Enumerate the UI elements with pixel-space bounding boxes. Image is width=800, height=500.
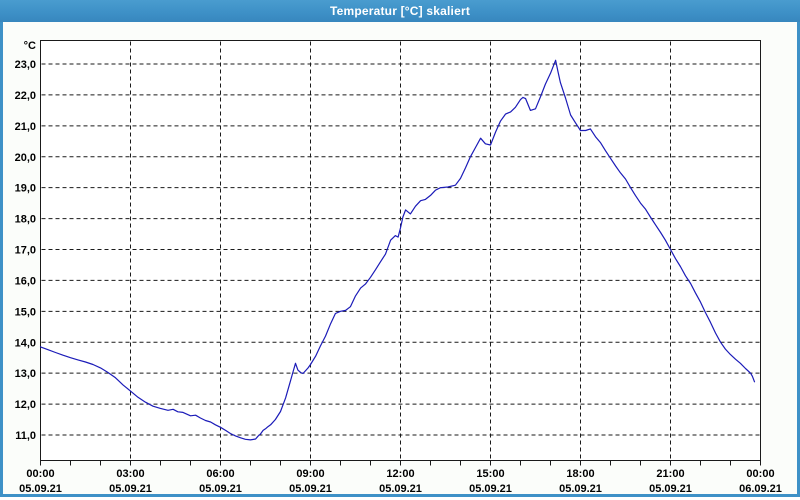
x-date-label: 05.09.21 xyxy=(379,483,422,495)
y-tick-label: 18,0 xyxy=(15,214,36,226)
x-date-label: 06.09.21 xyxy=(739,483,782,495)
y-tick-label: 17,0 xyxy=(15,245,36,257)
y-tick-label: 19,0 xyxy=(15,183,36,195)
x-time-label: 21:00 xyxy=(656,468,684,480)
y-tick-label: 22,0 xyxy=(15,90,36,102)
y-tick-label: 15,0 xyxy=(15,306,36,318)
y-tick-label: 12,0 xyxy=(15,399,36,411)
y-tick-label: 20,0 xyxy=(15,152,36,164)
x-date-label: 05.09.21 xyxy=(199,483,242,495)
plot-background xyxy=(40,40,761,461)
x-date-label: 05.09.21 xyxy=(109,483,152,495)
x-date-label: 05.09.21 xyxy=(19,483,62,495)
y-tick-label: 11,0 xyxy=(15,430,36,442)
window-titlebar[interactable]: Temperatur [°C] skaliert xyxy=(0,0,800,22)
y-tick-label: 21,0 xyxy=(15,121,36,133)
y-tick-label: 13,0 xyxy=(15,368,36,380)
window-title: Temperatur [°C] skaliert xyxy=(329,4,471,18)
y-tick-label: 14,0 xyxy=(15,337,36,349)
x-time-label: 09:00 xyxy=(296,468,324,480)
x-date-label: 05.09.21 xyxy=(289,483,332,495)
temperature-line xyxy=(39,59,756,441)
x-date-label: 05.09.21 xyxy=(559,483,602,495)
y-tick-label: 16,0 xyxy=(15,275,36,287)
x-time-label: 15:00 xyxy=(476,468,504,480)
x-time-label: 12:00 xyxy=(386,468,414,480)
x-time-label: 00:00 xyxy=(746,468,774,480)
x-date-label: 05.09.21 xyxy=(649,483,692,495)
x-time-label: 06:00 xyxy=(206,468,234,480)
y-tick-label: 23,0 xyxy=(15,59,36,71)
y-axis-unit-label: °C xyxy=(24,40,36,52)
x-time-label: 18:00 xyxy=(566,468,594,480)
x-time-label: 00:00 xyxy=(26,468,54,480)
x-date-label: 05.09.21 xyxy=(469,483,512,495)
x-time-label: 03:00 xyxy=(116,468,144,480)
